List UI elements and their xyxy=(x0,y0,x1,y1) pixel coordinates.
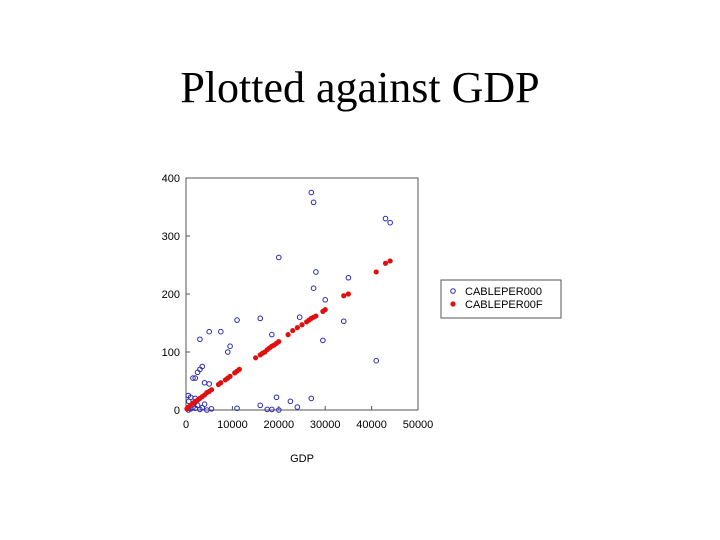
data-point xyxy=(341,293,347,299)
x-tick-label: 0 xyxy=(183,419,189,431)
data-point xyxy=(269,406,275,413)
data-point xyxy=(373,357,380,364)
data-point xyxy=(308,395,315,402)
series-cableper000 xyxy=(185,189,393,413)
data-point xyxy=(192,375,199,381)
data-point xyxy=(227,343,233,350)
data-point xyxy=(276,407,282,413)
y-tick-label: 400 xyxy=(162,173,180,185)
data-point xyxy=(320,308,326,314)
data-point xyxy=(257,402,264,409)
legend-marker xyxy=(450,301,456,307)
data-point xyxy=(197,336,203,343)
data-point xyxy=(382,260,389,266)
data-point xyxy=(313,269,319,275)
data-point xyxy=(218,328,224,335)
data-point xyxy=(215,381,222,388)
data-point xyxy=(206,381,212,387)
data-point xyxy=(234,405,240,412)
x-tick-label: 20000 xyxy=(264,419,295,431)
x-tick-label: 50000 xyxy=(403,419,434,431)
data-point xyxy=(294,404,301,410)
slide-title: Plotted against GDP xyxy=(180,63,540,112)
data-point xyxy=(290,327,296,334)
x-tick-label: 40000 xyxy=(356,419,387,431)
legend-box xyxy=(440,279,562,319)
data-point xyxy=(234,317,240,323)
data-point xyxy=(190,375,196,381)
data-point xyxy=(224,349,231,355)
data-point xyxy=(206,328,212,335)
data-point xyxy=(304,319,310,325)
data-point xyxy=(387,258,393,264)
data-point xyxy=(299,322,305,328)
data-point xyxy=(320,337,326,344)
data-point xyxy=(310,285,317,292)
data-point xyxy=(269,331,275,338)
data-point xyxy=(276,254,282,261)
y-tick-label: 300 xyxy=(162,231,180,243)
x-tick-label: 10000 xyxy=(217,419,248,431)
data-point xyxy=(204,407,210,413)
data-point xyxy=(287,398,294,405)
data-point xyxy=(382,215,389,222)
data-point xyxy=(194,369,201,376)
data-point xyxy=(322,297,329,303)
data-point xyxy=(294,325,300,331)
data-point xyxy=(257,315,264,322)
series-layer xyxy=(184,189,393,413)
data-point xyxy=(273,394,280,401)
data-point xyxy=(310,199,317,206)
data-point xyxy=(340,318,347,325)
y-tick-label: 100 xyxy=(162,347,180,359)
y-axis-ticks: 0 100 200 300 400 xyxy=(162,173,190,417)
data-point xyxy=(345,291,351,297)
data-point xyxy=(222,377,229,383)
data-point xyxy=(308,189,315,196)
data-point xyxy=(253,355,259,361)
data-point xyxy=(296,314,303,321)
x-tick-label: 30000 xyxy=(310,419,341,431)
data-point xyxy=(257,352,263,358)
y-tick-label: 200 xyxy=(162,289,180,301)
data-point xyxy=(345,274,352,281)
legend-label: CABLEPER000 xyxy=(465,286,542,298)
plot-area xyxy=(185,177,419,411)
x-axis-ticks: 0 10000 20000 30000 40000 50000 xyxy=(183,406,433,431)
data-point xyxy=(232,370,238,376)
data-point xyxy=(373,269,379,275)
series-cableper00f xyxy=(184,258,393,412)
x-axis-label: GDP xyxy=(290,453,314,465)
legend-label: CABLEPER00F xyxy=(465,299,543,311)
y-tick-label: 0 xyxy=(174,405,180,417)
data-point xyxy=(184,406,190,412)
legend-marker xyxy=(450,288,456,294)
data-point xyxy=(387,219,393,226)
data-point xyxy=(201,401,208,408)
data-point xyxy=(285,332,291,338)
